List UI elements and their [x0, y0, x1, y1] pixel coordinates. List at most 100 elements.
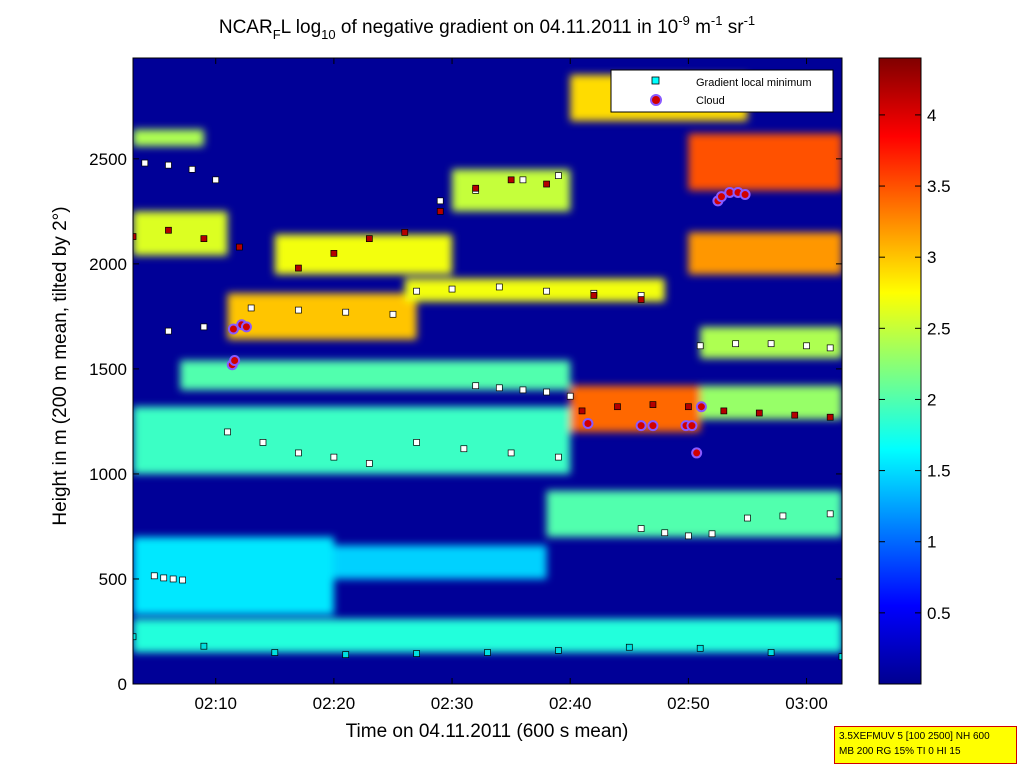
gradient-max-marker	[330, 250, 338, 257]
cloud-marker	[739, 189, 751, 201]
gradient-min-marker	[543, 287, 550, 295]
gradient-max-marker	[133, 233, 137, 240]
heatmap-band	[133, 406, 571, 474]
y-tick-label: 500	[99, 570, 127, 589]
y-tick-label: 0	[118, 675, 127, 694]
gradient-min-marker	[767, 649, 775, 656]
colorbar-tick-label: 3	[927, 248, 936, 267]
gradient-min-marker	[150, 572, 158, 580]
heatmap-band	[688, 232, 842, 275]
gradient-min-marker	[165, 327, 172, 335]
heatmap-band	[274, 234, 453, 275]
colorbar-tick-label: 3.5	[927, 177, 951, 196]
heatmap-band	[333, 545, 547, 579]
heatmap-band	[133, 618, 842, 653]
cloud-marker	[227, 323, 239, 335]
gradient-min-marker	[413, 439, 420, 446]
gradient-min-marker	[259, 439, 267, 446]
info-box: 3.5XEFMUV 5 [100 2500] NH 600 MB 200 RG …	[834, 726, 1017, 764]
y-axis-label: Height in m (200 m mean, tilted by 2°)	[50, 206, 71, 525]
cloud-marker	[635, 420, 647, 432]
cloud-marker	[229, 354, 241, 366]
gradient-min-marker	[247, 304, 255, 312]
colorbar-tick-label: 4	[927, 106, 936, 125]
x-axis-ticks: 02:10 02:20 02:30 02:40 02:50 03:00	[194, 58, 828, 713]
gradient-min-marker	[169, 575, 177, 583]
gradient-max-marker	[826, 413, 834, 421]
gradient-min-marker	[389, 310, 397, 318]
gradient-min-marker	[519, 176, 527, 184]
colorbar-frame	[878, 57, 922, 685]
gradient-min-marker	[413, 287, 420, 295]
gradient-min-marker	[661, 529, 669, 537]
gradient-min-marker	[637, 525, 645, 532]
cloud-marker	[686, 420, 698, 432]
gradient-max-marker	[295, 264, 302, 272]
gradient-max-marker	[543, 180, 550, 188]
gradient-min-marker	[555, 172, 562, 179]
gradient-max-marker	[436, 207, 444, 215]
gradient-max-marker	[472, 184, 480, 192]
x-axis-label: Time on 04.11.2011 (600 s mean)	[346, 721, 629, 742]
heatmap-band	[700, 385, 842, 420]
legend-box	[610, 69, 834, 113]
gradient-min-marker	[342, 651, 350, 658]
gradient-min-marker	[212, 176, 220, 184]
heatmap-band	[688, 133, 842, 191]
y-axis-ticks: 0 500 1000 1500 2000 2500	[89, 150, 842, 694]
y-tick-label: 1500	[89, 360, 127, 379]
colorbar-tick-label: 1.5	[927, 462, 951, 481]
gradient-max-marker	[236, 243, 243, 251]
gradient-min-marker	[413, 650, 420, 657]
legend-label-gradient-min: Gradient local minimum	[696, 77, 812, 89]
gradient-min-marker	[330, 453, 338, 461]
gradient-min-marker	[779, 512, 787, 520]
gradient-min-marker	[826, 510, 834, 518]
gradient-min-marker	[224, 428, 231, 436]
gradient-min-marker	[826, 344, 834, 352]
x-tick-label: 02:10	[194, 694, 237, 713]
y-tick-label: 2000	[89, 255, 127, 274]
chart-title: NCARFL log10 of negative gradient on 04.…	[219, 13, 755, 42]
gradient-min-marker	[342, 308, 350, 316]
colorbar-tick-label: 1	[927, 533, 936, 552]
gradient-min-marker	[495, 384, 503, 392]
gradient-max-marker	[720, 407, 728, 415]
legend: Gradient local minimum Cloud	[610, 69, 834, 113]
heatmap-band	[133, 211, 228, 256]
legend-marker-square	[651, 76, 660, 85]
gradient-min-marker	[696, 342, 704, 350]
colorbar	[879, 58, 921, 684]
gradient-min-marker	[179, 576, 186, 584]
gradient-min-marker	[460, 445, 468, 453]
gradient-min-marker	[625, 643, 633, 651]
plot-area	[133, 58, 842, 684]
x-tick-label: 03:00	[785, 694, 828, 713]
gradient-max-marker	[791, 411, 799, 419]
gradient-min-marker	[732, 340, 740, 348]
gradient-max-marker	[649, 401, 657, 408]
info-line-2: MB 200 RG 15% TI 0 HI 15	[839, 746, 961, 757]
gradient-min-marker	[744, 514, 751, 522]
gradient-max-marker	[200, 235, 208, 243]
x-tick-label: 02:40	[549, 694, 592, 713]
colorbar-tick-label: 2	[927, 390, 936, 409]
cloud-marker	[582, 418, 594, 430]
gradient-min-marker	[767, 340, 775, 348]
heatmap-layers	[133, 74, 842, 653]
gradient-max-marker	[507, 176, 515, 184]
gradient-min-marker	[200, 642, 208, 650]
gradient-min-marker	[543, 388, 550, 396]
info-line-1: 3.5XEFMUV 5 [100 2500] NH 600	[839, 731, 990, 742]
heatmap-band	[227, 293, 417, 340]
heatmap-band	[452, 169, 571, 212]
y-tick-label: 2500	[89, 150, 127, 169]
gradient-min-marker	[685, 532, 692, 540]
colorbar-ticks: 0.5 1 1.5 2 2.5 3 3.5 4	[879, 106, 951, 623]
cloud-marker	[240, 321, 252, 333]
gradient-max-marker	[401, 229, 409, 236]
heatmap-band	[404, 278, 665, 302]
gradient-min-marker	[555, 647, 562, 654]
gradient-min-marker	[566, 392, 574, 400]
